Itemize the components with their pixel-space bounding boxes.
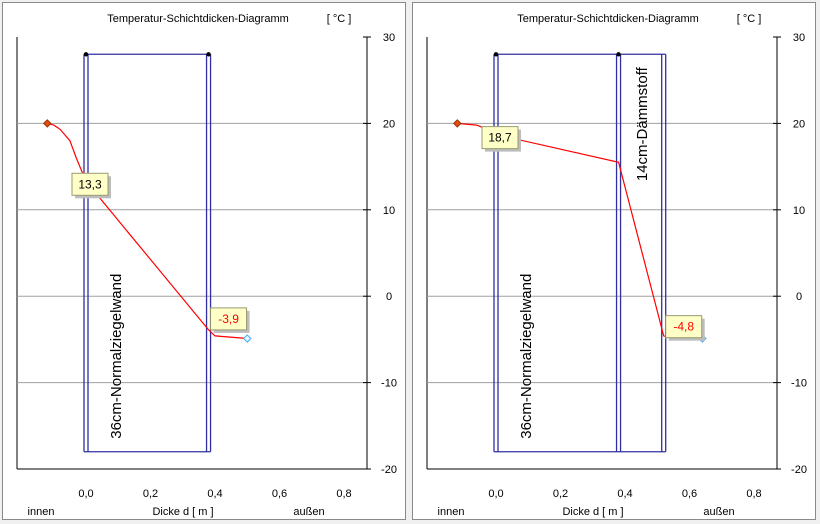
chart-right: Temperatur-Schichtdicken-Diagramm [ °C ] 3… — [426, 13, 807, 518]
chart-panel-left: Temperatur-Schichtdicken-Diagramm [ °C ] 3… — [2, 2, 406, 520]
layer-corner-marker — [616, 52, 621, 57]
callout-box — [71, 172, 109, 196]
layer-corner-marker — [493, 52, 499, 57]
y-tick-label: 0 — [796, 291, 802, 303]
y-tick-label: 10 — [793, 205, 805, 217]
callout-label: -4,8 — [673, 320, 694, 334]
layer-corner-marker — [206, 52, 211, 57]
inner-side-label: innen — [438, 506, 465, 518]
x-axis-title: Dicke d [ m ] — [562, 506, 623, 518]
y-tick-label: -20 — [791, 464, 807, 476]
callout-label: 18,7 — [488, 131, 512, 145]
outer-side-label: außen — [293, 506, 324, 518]
callout-label: 13,3 — [78, 177, 102, 191]
outside-temperature-marker — [242, 334, 252, 343]
inside-temperature-marker — [42, 119, 52, 128]
inner-side-label: innen — [28, 506, 55, 518]
callout-box — [210, 307, 248, 331]
y-tick-label: 10 — [383, 205, 395, 217]
layer-label: 14cm-Dämmstoff — [634, 66, 651, 181]
x-axis-title: Dicke d [ m ] — [152, 506, 213, 518]
temperature-curve — [47, 122, 248, 340]
callout-label: -3,9 — [218, 312, 239, 326]
y-tick-label: -10 — [791, 378, 807, 390]
layer-label: 36cm-Normalziegelwand — [108, 274, 125, 439]
x-tick-label: 0,2 — [143, 488, 158, 500]
layer-corner-marker — [83, 52, 89, 57]
chart-title: Temperatur-Schichtdicken-Diagramm — [517, 13, 699, 25]
y-tick-label: -20 — [381, 464, 397, 476]
x-tick-label: 0,6 — [272, 488, 287, 500]
y-tick-label: 0 — [386, 291, 392, 303]
x-tick-label: 0,6 — [682, 488, 697, 500]
outer-side-label: außen — [703, 506, 734, 518]
y-tick-label: 30 — [793, 32, 805, 44]
y-tick-label: 30 — [383, 32, 395, 44]
y-tick-label: -10 — [381, 378, 397, 390]
chart-left: Temperatur-Schichtdicken-Diagramm [ °C ] 3… — [16, 13, 397, 518]
x-tick-label: 0,4 — [617, 488, 632, 500]
x-tick-label: 0,2 — [553, 488, 568, 500]
x-tick-label: 0,8 — [746, 488, 761, 500]
layer-label: 36cm-Normalziegelwand — [518, 274, 535, 439]
x-tick-label: 0,4 — [207, 488, 222, 500]
unit-label: [ °C ] — [737, 13, 762, 25]
y-tick-label: 20 — [383, 118, 395, 130]
x-tick-label: 0,0 — [78, 488, 93, 500]
y-tick-label: 20 — [793, 118, 805, 130]
chart-title: Temperatur-Schichtdicken-Diagramm — [107, 13, 289, 25]
callout-box — [481, 126, 519, 150]
x-tick-label: 0,8 — [336, 488, 351, 500]
unit-label: [ °C ] — [327, 13, 352, 25]
x-tick-label: 0,0 — [488, 488, 503, 500]
callout-box — [665, 315, 703, 339]
inside-temperature-marker — [452, 119, 462, 128]
chart-panel-right: Temperatur-Schichtdicken-Diagramm [ °C ] 3… — [412, 2, 816, 520]
